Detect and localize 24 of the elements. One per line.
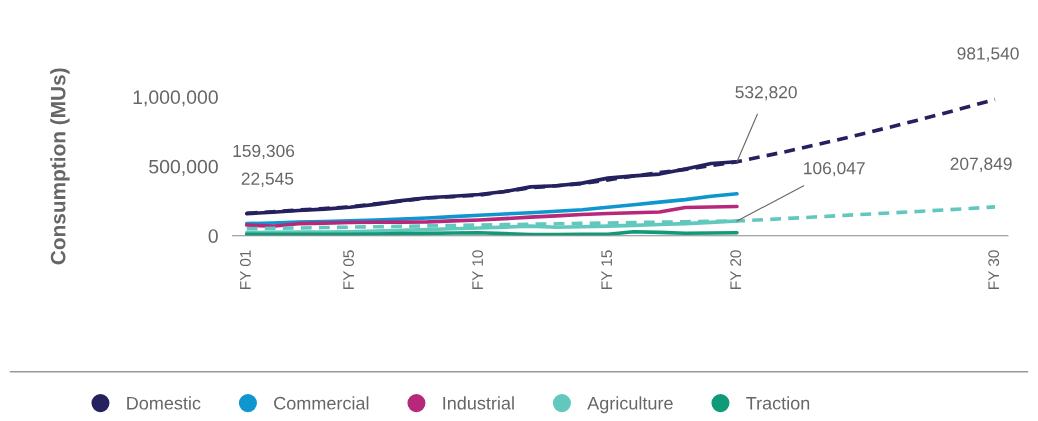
legend-label: Traction [746, 396, 810, 410]
x-tick-label: FY 15 [601, 250, 613, 289]
x-tick-label: FY 01 [239, 250, 251, 289]
annotation: 159,306 [233, 144, 295, 160]
line-series [244, 205, 997, 231]
line-series [244, 204, 739, 228]
legend-label: Domestic [127, 396, 201, 410]
x-tick-label: FY 10 [472, 250, 484, 289]
y-tick-label: 1,000,000 [133, 90, 218, 107]
legend-label: Agriculture [587, 396, 673, 414]
y-tick-label: 500,000 [149, 159, 218, 176]
annotation: 532,820 [735, 86, 797, 101]
x-tick-label: FY 20 [730, 250, 742, 289]
annotation: 981,540 [957, 47, 1019, 62]
x-tick-label: FY 05 [343, 250, 355, 289]
y-axis-title: Consumption (MUs) [50, 68, 70, 265]
legend-label: Industrial [443, 396, 514, 410]
x-tick-label: FY 30 [988, 250, 1000, 289]
y-tick-label: 0 [208, 229, 218, 243]
line-series [244, 191, 739, 226]
annotation: 207,849 [950, 157, 1012, 172]
legend-label: Commercial [274, 396, 369, 410]
annotation: 106,047 [804, 162, 865, 177]
annotation: 22,545 [241, 172, 294, 187]
